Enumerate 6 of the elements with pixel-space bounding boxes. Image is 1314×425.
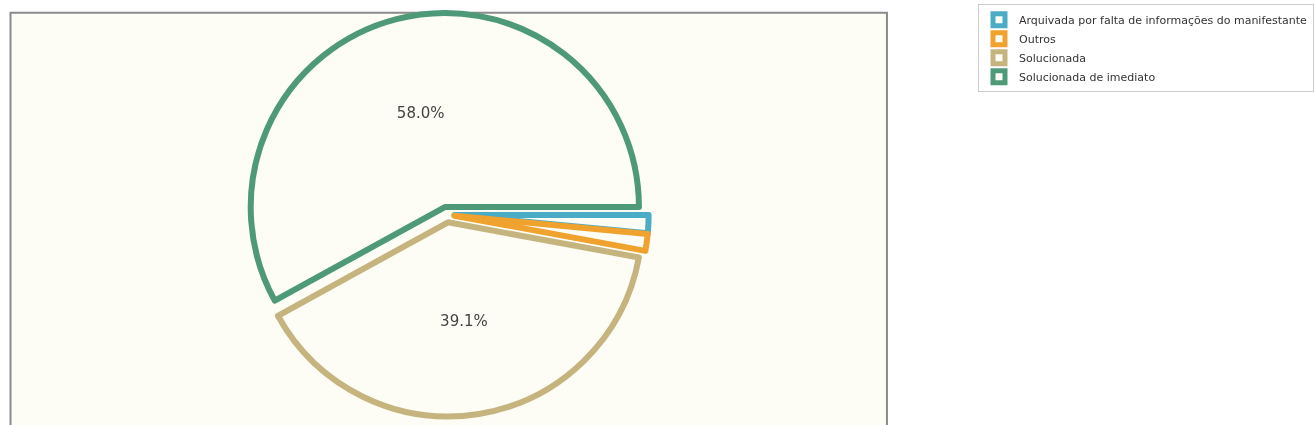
legend-label: Outros (1019, 33, 1056, 47)
legend-label: Solucionada (1019, 52, 1087, 66)
legend-label: Arquivada por falta de informações do manifestante (1019, 14, 1308, 28)
legend-label: Solucionada de imediato (1019, 71, 1156, 85)
data-label: 58.0% (396, 104, 445, 123)
data-label: 39.1% (440, 311, 488, 330)
